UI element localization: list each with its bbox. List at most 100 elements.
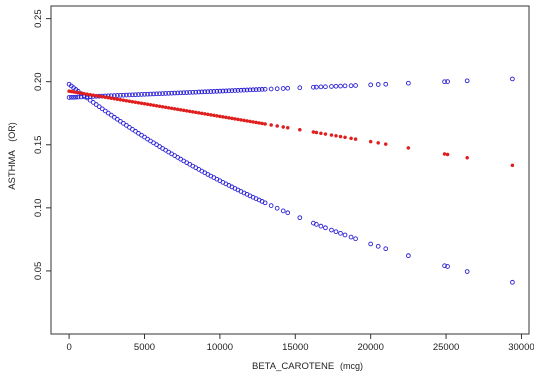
series-2-point — [353, 137, 358, 141]
series-1-point — [464, 78, 470, 84]
series-2-point — [254, 120, 258, 125]
series-2-point — [376, 141, 381, 145]
series-2-point — [263, 122, 267, 126]
series-2-point — [465, 155, 469, 160]
series-2-point — [136, 100, 141, 105]
series-1-point — [214, 88, 220, 94]
series-1-point — [338, 83, 343, 89]
series-1-point — [217, 88, 223, 94]
x-axis-ticks: 0 5000 10000 15000 20000 25000 30000 — [66, 334, 534, 353]
series-0-point — [383, 246, 389, 252]
series-1-point — [157, 91, 162, 97]
series-0-point — [96, 104, 102, 110]
series-1-point — [229, 88, 235, 93]
series-2-point — [151, 103, 156, 108]
series-0-point — [348, 234, 354, 240]
series-1-point — [148, 91, 153, 97]
series-1-point — [220, 88, 226, 94]
series-2-point — [406, 146, 411, 150]
series-2-point — [91, 93, 96, 97]
series-1-point — [280, 86, 286, 91]
series-1-point — [250, 87, 256, 93]
series-2-point — [343, 135, 347, 140]
series-0-point — [323, 225, 328, 231]
series-2-point — [175, 107, 180, 112]
series-1-point — [353, 83, 358, 88]
series-1-point — [314, 84, 319, 90]
series-2-point — [157, 104, 162, 109]
series-2-point — [199, 111, 204, 116]
y-tick-label: 0.10 — [33, 199, 44, 218]
series-1-point — [226, 88, 232, 94]
series-1-point — [181, 90, 187, 96]
series-1-point — [187, 90, 193, 95]
series-2-point — [148, 102, 153, 107]
data-points — [66, 76, 515, 285]
series-2-point — [233, 117, 237, 121]
series-1-point — [142, 91, 147, 97]
series-1-point — [268, 86, 274, 92]
series-2-point — [115, 97, 120, 102]
series-0-point — [368, 241, 374, 247]
series-0-point — [342, 232, 348, 238]
series-1-point — [172, 90, 177, 96]
x-tick-label: 5000 — [134, 342, 155, 353]
series-1-point — [154, 91, 159, 97]
series-2-point — [112, 96, 117, 101]
series-2-point — [224, 115, 228, 120]
series-2-point — [196, 111, 201, 115]
series-0-point — [464, 269, 470, 274]
series-2-point — [163, 105, 168, 110]
series-2-point — [311, 130, 316, 134]
series-1-point — [241, 87, 247, 93]
series-1-point — [199, 89, 205, 95]
series-1-point — [256, 87, 262, 92]
series-1-point — [78, 94, 84, 100]
series-1-point — [133, 92, 138, 98]
series-0-point — [445, 264, 450, 269]
series-1-point — [118, 92, 123, 98]
x-tick-label: 25000 — [433, 342, 459, 353]
series-2-point — [209, 113, 213, 117]
x-axis-label: BETA_CAROTENE — [252, 361, 334, 372]
series-1-point — [311, 84, 316, 90]
series-2-point — [329, 133, 334, 137]
series-2-point — [190, 110, 195, 114]
series-1-point — [323, 84, 328, 90]
series-2-point — [121, 98, 126, 103]
series-1-point — [166, 90, 171, 96]
series-1-point — [211, 89, 217, 94]
series-2-point — [334, 134, 338, 138]
series-0-point — [102, 108, 108, 114]
series-1-point — [205, 89, 211, 95]
series-1-point — [75, 94, 81, 100]
series-2-point — [82, 91, 86, 96]
series-2-point — [88, 92, 93, 97]
series-2-point — [323, 132, 328, 136]
series-2-point — [76, 90, 80, 95]
series-2-point — [251, 120, 255, 124]
series-2-point — [166, 106, 171, 110]
series-2-point — [242, 118, 246, 123]
series-0-point — [280, 208, 286, 214]
series-1-point — [136, 92, 141, 97]
series-2-point — [169, 106, 174, 111]
series-2-point — [184, 109, 189, 113]
series-2-point — [127, 99, 132, 104]
series-1-point — [69, 94, 74, 100]
series-1-point — [178, 90, 184, 96]
x-tick-label: 30000 — [508, 342, 534, 353]
x-tick-label: 0 — [66, 342, 71, 353]
series-2-point — [118, 97, 123, 102]
series-1-point — [232, 88, 238, 93]
series-2-point — [257, 121, 261, 125]
series-1-point — [259, 87, 265, 92]
series-2-point — [178, 108, 183, 112]
series-1-point — [329, 84, 334, 89]
series-0-point — [375, 243, 381, 249]
series-0-point — [353, 236, 358, 242]
series-2-point — [236, 117, 240, 122]
series-2-point — [139, 101, 144, 106]
series-0-point — [318, 223, 324, 229]
